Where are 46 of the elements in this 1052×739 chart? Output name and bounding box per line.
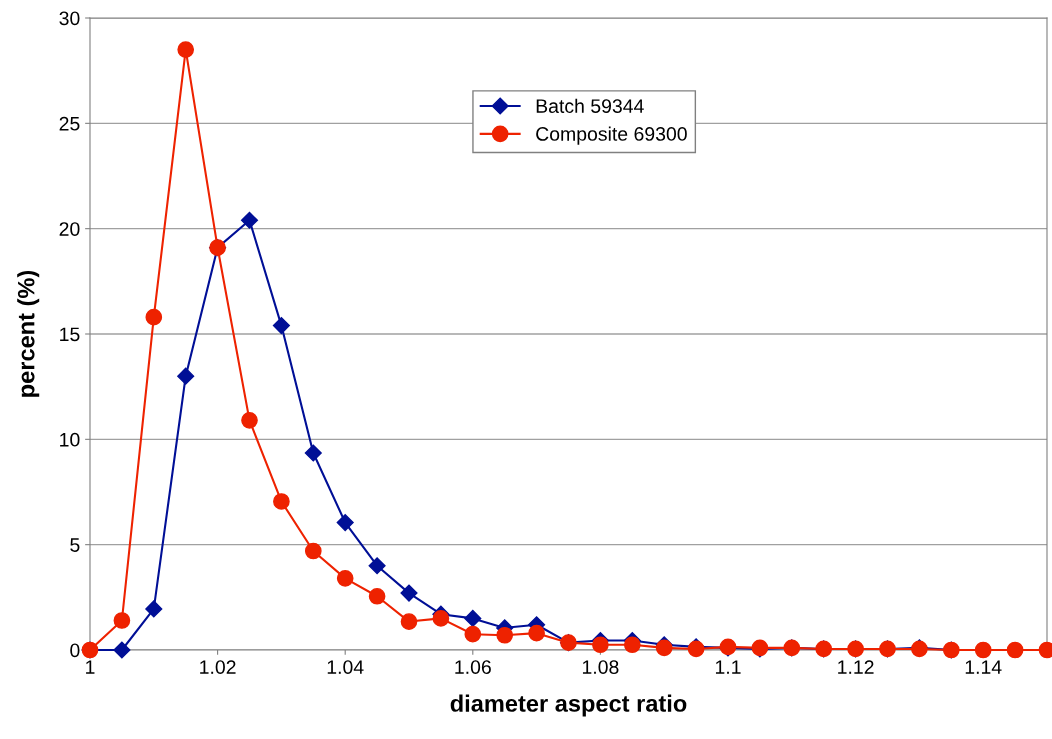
point (336, 513, 354, 532)
point (623, 636, 641, 654)
legend-label: Composite 69300 (536, 126, 687, 145)
point (464, 609, 482, 627)
x-axis-title: diameter aspect ratio (450, 694, 687, 717)
point (464, 625, 482, 643)
point (272, 317, 290, 335)
point (240, 211, 259, 229)
x-tick-label: 1.14 (965, 660, 1002, 674)
x-tick-label: 1 (86, 660, 95, 674)
y-tick-label: 5 (70, 538, 80, 552)
point (432, 610, 450, 627)
point (273, 493, 290, 510)
y-tick-label: 15 (60, 327, 80, 342)
y-axis-title: percent (%) (17, 270, 40, 397)
point (592, 636, 609, 654)
point (113, 612, 131, 629)
point (304, 444, 322, 462)
point (177, 367, 195, 385)
point (145, 600, 163, 618)
y-tick-label: 25 (59, 116, 80, 131)
point (368, 557, 386, 575)
point (336, 570, 354, 587)
point (400, 584, 418, 602)
point (113, 641, 131, 659)
x-tick-label: 1.12 (838, 660, 874, 674)
y-tick-label: 30 (59, 11, 80, 26)
x-tick-label: 1.02 (200, 660, 236, 674)
point (1006, 641, 1024, 659)
point (145, 308, 163, 326)
point (400, 613, 418, 630)
point (974, 641, 992, 659)
x-tick-label: 1.04 (327, 660, 364, 674)
point (241, 412, 258, 429)
x-tick-label: 1.06 (455, 660, 491, 674)
y-tick-label: 10 (60, 432, 80, 447)
point (368, 587, 386, 605)
x-tick-label: 1.1 (715, 660, 741, 674)
y-tick-label: 0 (70, 643, 80, 658)
point (177, 41, 195, 58)
point (304, 542, 322, 560)
point (496, 626, 514, 644)
x-tick-label: 1.08 (582, 660, 619, 674)
point (528, 624, 545, 642)
legend-label: Batch 59344 (536, 98, 644, 113)
y-tick-label: 20 (59, 222, 80, 236)
